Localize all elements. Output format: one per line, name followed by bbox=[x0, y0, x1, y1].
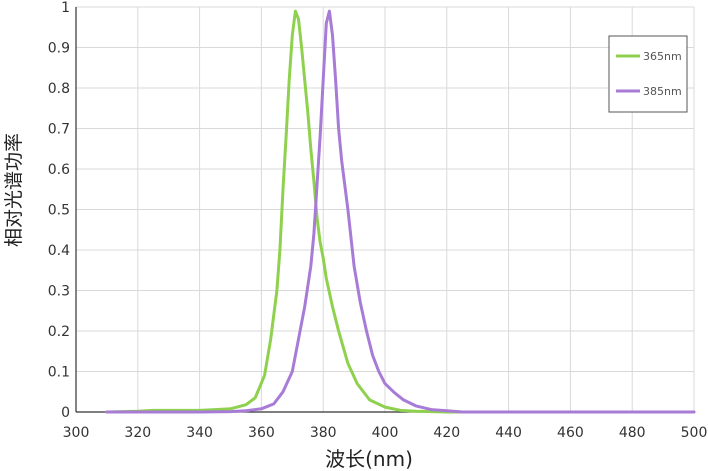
y-tick-label: 0.7 bbox=[48, 122, 70, 138]
y-axis-title: 相对光谱功率 bbox=[3, 133, 25, 247]
x-axis-title: 波长(nm) bbox=[325, 447, 413, 471]
y-tick-label: 0.8 bbox=[48, 81, 70, 97]
grid bbox=[76, 6, 695, 412]
x-tick-label: 440 bbox=[495, 425, 522, 441]
x-tick-label: 500 bbox=[681, 425, 708, 441]
y-tick-label: 0.9 bbox=[48, 41, 70, 57]
x-tick-label: 300 bbox=[63, 425, 90, 441]
y-tick-label: 0.5 bbox=[48, 203, 70, 219]
legend-label-365nm: 365nm bbox=[643, 50, 682, 63]
x-tick-label: 360 bbox=[248, 425, 275, 441]
legend-box bbox=[608, 35, 688, 113]
tick-labels: 300 320 340 360 380 400 420 440 460 480 500 0 0.1 0.2… bbox=[48, 0, 708, 441]
y-tick-label: 0.1 bbox=[48, 365, 70, 381]
y-tick-label: 1 bbox=[61, 0, 70, 16]
legend-label-385nm: 385nm bbox=[643, 85, 682, 98]
x-tick-label: 480 bbox=[619, 425, 646, 441]
series-line-385nm bbox=[105, 9, 696, 414]
series-line-365nm bbox=[105, 9, 696, 414]
x-tick-label: 460 bbox=[557, 425, 584, 441]
series-layer bbox=[105, 9, 696, 414]
x-tick-label: 320 bbox=[124, 425, 151, 441]
y-tick-label: 0.4 bbox=[48, 243, 70, 259]
y-tick-label: 0.6 bbox=[48, 162, 70, 178]
y-tick-label: 0.2 bbox=[48, 324, 70, 340]
x-tick-label: 340 bbox=[186, 425, 213, 441]
x-tick-label: 400 bbox=[372, 425, 399, 441]
legend: 365nm 385nm bbox=[608, 35, 688, 113]
x-tick-label: 380 bbox=[310, 425, 337, 441]
x-tick-label: 420 bbox=[433, 425, 460, 441]
y-tick-label: 0 bbox=[61, 405, 70, 421]
y-tick-label: 0.3 bbox=[48, 284, 70, 300]
